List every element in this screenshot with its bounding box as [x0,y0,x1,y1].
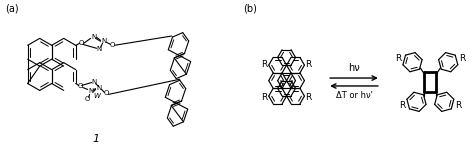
Text: O: O [78,83,83,89]
Text: N: N [96,46,101,52]
Text: O: O [110,42,115,48]
Text: O: O [85,96,91,102]
Text: (a): (a) [5,4,18,14]
Text: R: R [399,101,406,110]
Text: R: R [262,93,268,101]
Text: O: O [104,90,109,96]
Text: R: R [262,60,268,69]
Text: N: N [91,79,96,84]
Text: R: R [305,93,312,101]
Text: hν: hν [348,63,360,73]
Text: N: N [101,38,106,44]
Text: 1: 1 [92,134,100,145]
Text: O: O [79,40,84,46]
Text: N: N [96,85,101,91]
Text: N: N [88,88,93,94]
Text: R: R [305,60,312,69]
Text: ΔT or hν': ΔT or hν' [336,91,373,100]
Text: W: W [93,93,100,99]
Text: R: R [455,101,461,110]
Text: R: R [459,54,465,63]
Text: (b): (b) [243,4,257,14]
Text: R: R [395,54,401,63]
Text: N: N [91,34,96,40]
